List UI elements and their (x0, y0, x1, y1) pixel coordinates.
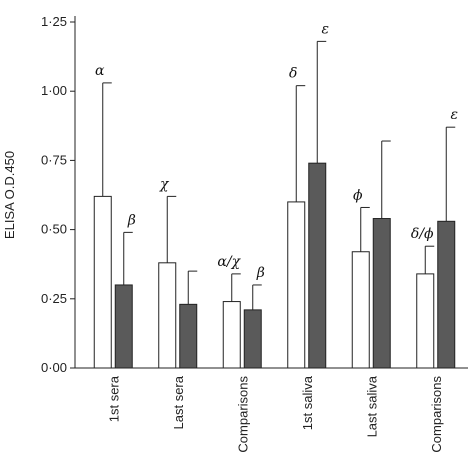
bar (351, 251, 370, 369)
bar (243, 309, 262, 369)
x-tick-label: Last sera (171, 375, 186, 429)
bar-annotation: ε (321, 21, 329, 37)
bar (437, 220, 456, 369)
bar-annotation: χ (159, 176, 170, 192)
bar-annotation: β (127, 212, 136, 228)
bar (222, 301, 241, 369)
y-axis: 0·00 0·25 0·50 0·75 1·00 1·25 (41, 14, 468, 375)
x-tick-label: Comparisons (429, 376, 444, 453)
y-tick-label: 1·25 (41, 14, 67, 29)
bar (416, 273, 435, 369)
y-axis-title: ELISA O.D.450 (2, 151, 17, 239)
y-tick-label: 0·25 (41, 291, 67, 306)
y-tick-label: 0·75 (41, 152, 67, 167)
bar-annotation: ε (450, 107, 458, 123)
bar-annotation: ϕ (353, 187, 363, 203)
x-axis-labels: 1st sera Last sera Comparisons 1st saliva La… (106, 375, 444, 452)
bar (158, 262, 177, 369)
x-tick-label: Comparisons (235, 376, 250, 453)
x-tick-label: Last saliva (364, 375, 379, 437)
bar-annotation: δ/ϕ (411, 226, 434, 242)
y-tick-label: 0·50 (41, 222, 67, 237)
bars-layer: α β χ α/χ β δ ε ϕ δ/ϕ ε (93, 21, 458, 369)
x-tick-label: 1st sera (106, 375, 121, 422)
y-tick-label: 0·00 (41, 360, 67, 375)
bar (308, 162, 327, 369)
bar-annotation: α/χ (217, 254, 241, 270)
x-tick-label: 1st saliva (300, 375, 315, 430)
bar (287, 201, 306, 369)
bar (372, 218, 391, 369)
bar-annotation: α (95, 63, 105, 79)
bar-annotation: δ (289, 66, 297, 82)
bar (179, 303, 198, 369)
bar-annotation: β (256, 265, 265, 281)
y-tick-label: 1·00 (41, 83, 67, 98)
bar (114, 284, 133, 369)
bar (93, 195, 112, 369)
